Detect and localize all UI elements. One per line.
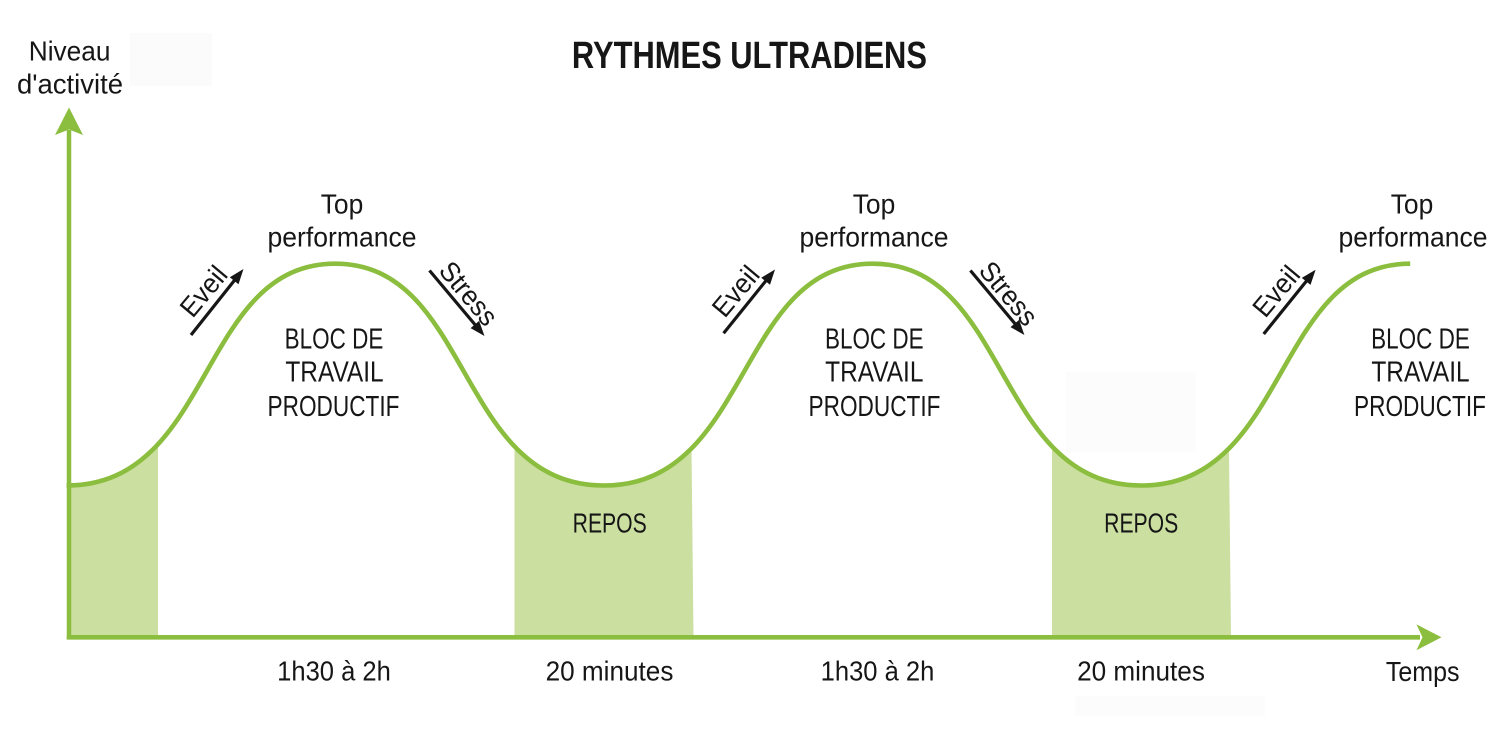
svg-text:performance: performance: [1339, 222, 1488, 253]
svg-text:PRODUCTIF: PRODUCTIF: [268, 389, 400, 422]
svg-text:Top: Top: [1391, 189, 1434, 220]
svg-text:TRAVAIL: TRAVAIL: [285, 356, 383, 388]
svg-text:20 minutes: 20 minutes: [546, 656, 674, 687]
svg-text:BLOC DE: BLOC DE: [1371, 324, 1470, 355]
svg-text:Temps: Temps: [1386, 656, 1460, 687]
svg-text:BLOC DE: BLOC DE: [285, 324, 384, 355]
svg-text:TRAVAIL: TRAVAIL: [1371, 356, 1469, 388]
svg-text:Niveau: Niveau: [29, 36, 111, 67]
svg-text:PRODUCTIF: PRODUCTIF: [1354, 389, 1486, 422]
svg-text:1h30 à 2h: 1h30 à 2h: [277, 656, 391, 687]
svg-text:Top: Top: [321, 189, 364, 220]
svg-text:REPOS: REPOS: [1104, 509, 1178, 539]
svg-text:performance: performance: [268, 222, 417, 253]
svg-text:PRODUCTIF: PRODUCTIF: [809, 389, 941, 422]
svg-text:BLOC DE: BLOC DE: [825, 324, 924, 355]
svg-text:Top: Top: [853, 189, 896, 220]
svg-text:TRAVAIL: TRAVAIL: [825, 356, 923, 388]
svg-text:d'activité: d'activité: [17, 69, 123, 100]
svg-text:performance: performance: [800, 222, 949, 253]
svg-text:REPOS: REPOS: [573, 509, 647, 539]
svg-text:1h30 à 2h: 1h30 à 2h: [821, 656, 935, 687]
svg-text:RYTHMES ULTRADIENS: RYTHMES ULTRADIENS: [572, 35, 927, 77]
svg-text:20 minutes: 20 minutes: [1077, 656, 1205, 687]
